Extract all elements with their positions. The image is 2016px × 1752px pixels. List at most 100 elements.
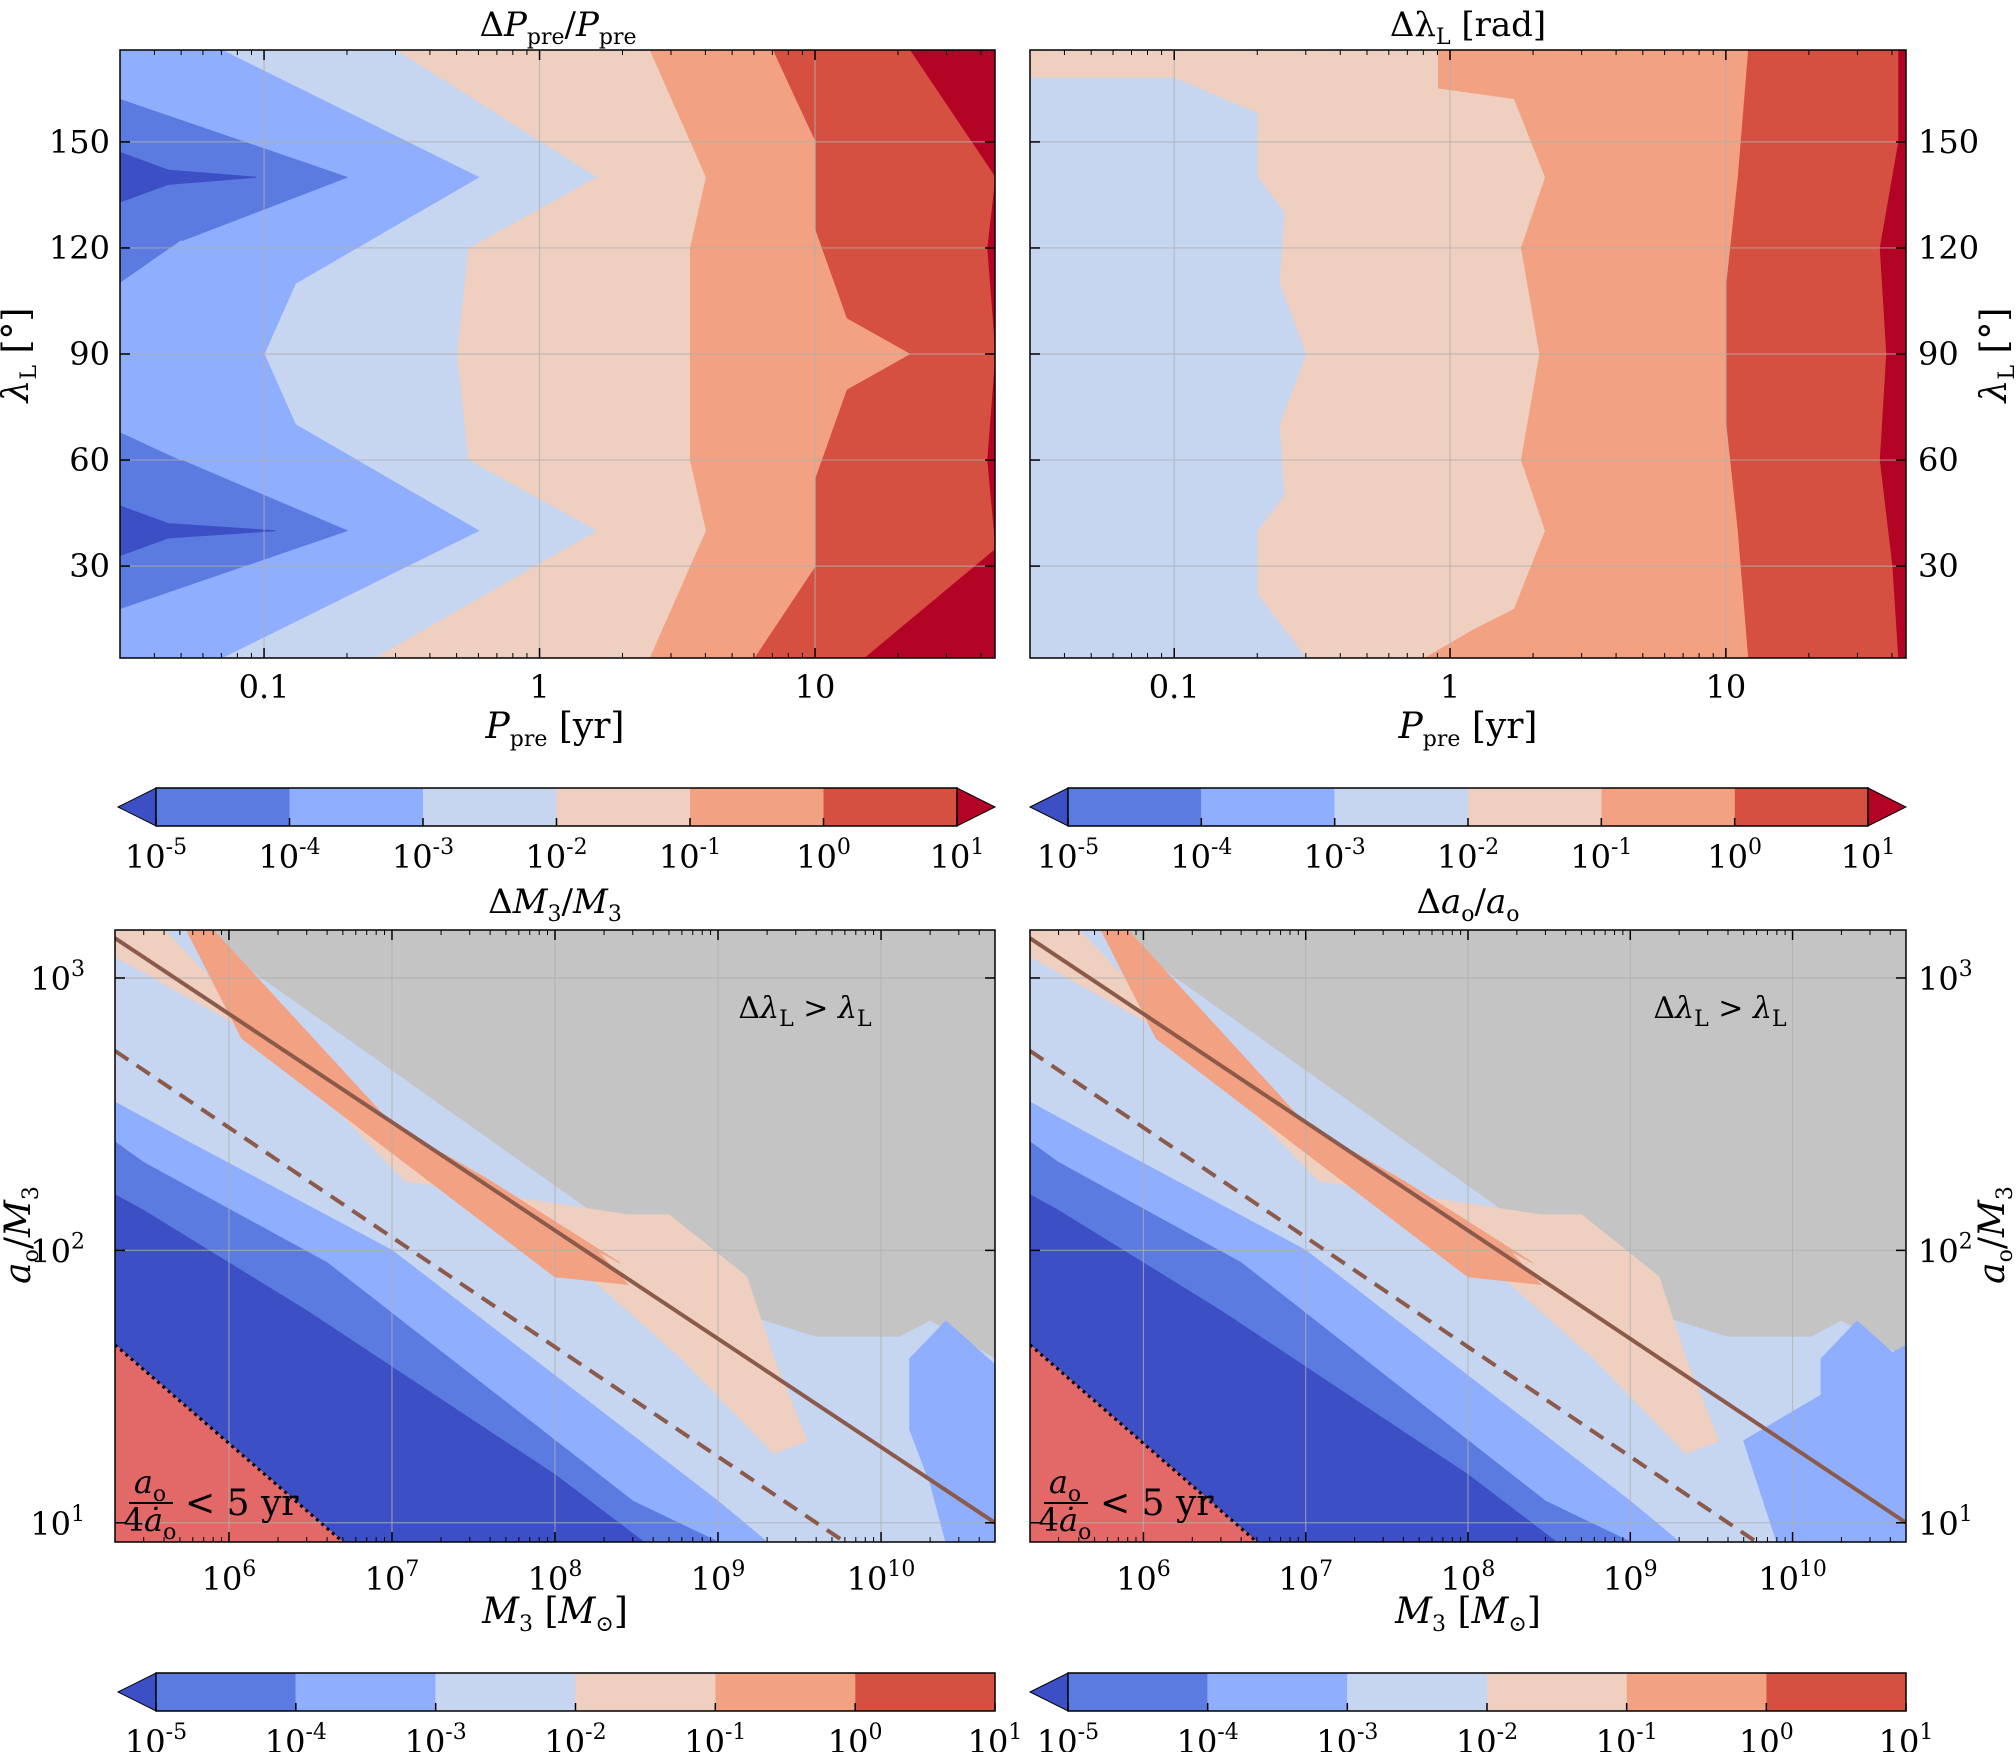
y-tick-label: 120 bbox=[1918, 229, 1979, 267]
text-part: -3 bbox=[445, 1720, 466, 1745]
text-part: o bbox=[1993, 1249, 2016, 1262]
text-part: / bbox=[0, 1236, 39, 1249]
text-part: Δ bbox=[479, 5, 504, 45]
text-part: / bbox=[1972, 1236, 2013, 1249]
y-tick-label: 102 bbox=[30, 1229, 85, 1270]
text-part: 10 bbox=[1596, 1723, 1637, 1752]
colorbar-extend-high bbox=[1867, 787, 1908, 827]
text-part: 10 bbox=[684, 1723, 725, 1752]
text-part: 0 bbox=[837, 835, 851, 860]
tick-marks bbox=[1030, 930, 1906, 1542]
text-part: 10 bbox=[30, 960, 71, 998]
text-part: 10 bbox=[1037, 1723, 1078, 1752]
colorbar bbox=[116, 1672, 996, 1712]
text-part: a bbox=[1486, 882, 1506, 922]
text-part: 10 bbox=[125, 838, 166, 876]
text-part: 10 bbox=[1570, 838, 1611, 876]
annotation-constraint: ΔλL > λL bbox=[1653, 991, 1787, 1032]
text-part: [yr] bbox=[547, 706, 624, 747]
contour-band bbox=[909, 1320, 995, 1542]
text-part: 10 bbox=[265, 1723, 306, 1752]
reference-lines bbox=[1030, 936, 1906, 1542]
x-axis-label: M3 [M⊙] bbox=[1394, 1591, 1541, 1637]
x-tick-label: 1 bbox=[529, 668, 549, 706]
text-part: 0 bbox=[1780, 1720, 1794, 1745]
text-part: 10 bbox=[659, 838, 700, 876]
y-tick-label: 30 bbox=[69, 547, 110, 585]
y-tick-label: 101 bbox=[1918, 1502, 1973, 1543]
text-part: -4 bbox=[305, 1720, 326, 1745]
annotation-fraction-bottom: 4ȧo bbox=[1039, 1501, 1092, 1545]
text-part: 10 bbox=[1177, 1723, 1218, 1752]
colorbar-tick-label: 10-5 bbox=[1037, 1720, 1099, 1752]
text-part: ȧ bbox=[1059, 1501, 1078, 1539]
text-part: 10 bbox=[1456, 1723, 1497, 1752]
text-part: λ bbox=[759, 991, 779, 1026]
solid-line bbox=[115, 936, 995, 1525]
text-part: -2 bbox=[1478, 835, 1499, 860]
text-part: 10 bbox=[1441, 1560, 1482, 1598]
text-part: 10 bbox=[405, 1723, 446, 1752]
text-part: 0 bbox=[1748, 835, 1762, 860]
colorbar-tick-label: 100 bbox=[796, 835, 851, 876]
panel-1-title: ΔPpre/Ppre bbox=[479, 5, 636, 50]
x-tick-label: 1010 bbox=[1758, 1557, 1827, 1598]
text-part: pre bbox=[1423, 727, 1461, 752]
text-part: 9 bbox=[1644, 1557, 1658, 1582]
text-part: 10 bbox=[365, 1560, 406, 1598]
colorbar-extend-low bbox=[116, 1672, 157, 1712]
colorbar-tick-label: 10-3 bbox=[1304, 835, 1366, 876]
text-part: -4 bbox=[1211, 835, 1232, 860]
text-part: 10 bbox=[1437, 838, 1478, 876]
colorbar-tick-label: 100 bbox=[1739, 1720, 1794, 1752]
text-part: 7 bbox=[1319, 1557, 1333, 1582]
colorbar-segment bbox=[295, 1673, 436, 1711]
colorbar-tick-label: 10-2 bbox=[1456, 1720, 1518, 1752]
text-part: -1 bbox=[700, 835, 721, 860]
x-tick-label: 106 bbox=[1116, 1557, 1171, 1598]
text-part: -1 bbox=[1636, 1720, 1657, 1745]
colorbar-segment bbox=[289, 788, 423, 826]
y-tick-label: 101 bbox=[30, 1502, 85, 1543]
colorbar-tick-label: 101 bbox=[1841, 835, 1896, 876]
text-part: [°] bbox=[1974, 308, 2015, 366]
text-part: > bbox=[794, 991, 838, 1026]
text-part: -2 bbox=[585, 1720, 606, 1745]
text-part: M bbox=[1972, 1199, 2013, 1238]
colorbar-segment bbox=[1601, 788, 1735, 826]
text-part: [ bbox=[1446, 1591, 1472, 1632]
x-tick-label: 10 bbox=[795, 668, 836, 706]
text-part: [ bbox=[533, 1591, 559, 1632]
text-part: 8 bbox=[1481, 1557, 1495, 1582]
y-axis-label: λL [°] bbox=[1974, 308, 2016, 405]
text-part: o bbox=[163, 1520, 176, 1545]
text-part: -5 bbox=[1078, 835, 1099, 860]
dotted-line bbox=[115, 1343, 344, 1542]
text-part: λ bbox=[1752, 991, 1772, 1026]
text-part: λ bbox=[1414, 5, 1436, 45]
text-part: o bbox=[1506, 902, 1519, 927]
text-part: L bbox=[857, 1007, 872, 1032]
colorbar-tick-label: 10-4 bbox=[265, 1720, 327, 1752]
text-part: 10 bbox=[525, 838, 566, 876]
tick-marks bbox=[120, 50, 995, 658]
x-axis-label: M3 [M⊙] bbox=[481, 1591, 628, 1637]
y-tick-label: 60 bbox=[69, 441, 110, 479]
text-part: 3 bbox=[608, 902, 622, 927]
colorbar-tick-label: 10-1 bbox=[1570, 835, 1632, 876]
text-part: -2 bbox=[566, 835, 587, 860]
colorbar-segment bbox=[1468, 788, 1602, 826]
text-part: ȧ bbox=[144, 1501, 163, 1539]
colorbar-tick-label: 10-2 bbox=[525, 835, 587, 876]
contour-band bbox=[1030, 77, 1307, 658]
x-tick-label: 106 bbox=[202, 1557, 257, 1598]
gridlines bbox=[120, 50, 995, 658]
text-part: / bbox=[1475, 882, 1487, 922]
text-part: M bbox=[1471, 1591, 1510, 1632]
annotation-fraction-bottom: 4ȧo bbox=[124, 1501, 177, 1545]
colorbar-segment bbox=[1626, 1673, 1767, 1711]
panel-4-title: Δao/ao bbox=[1416, 882, 1519, 927]
text-part: 1 bbox=[1919, 1720, 1933, 1745]
text-part: 10 bbox=[1918, 1505, 1959, 1543]
colorbar-extend-low bbox=[1028, 1672, 1069, 1712]
